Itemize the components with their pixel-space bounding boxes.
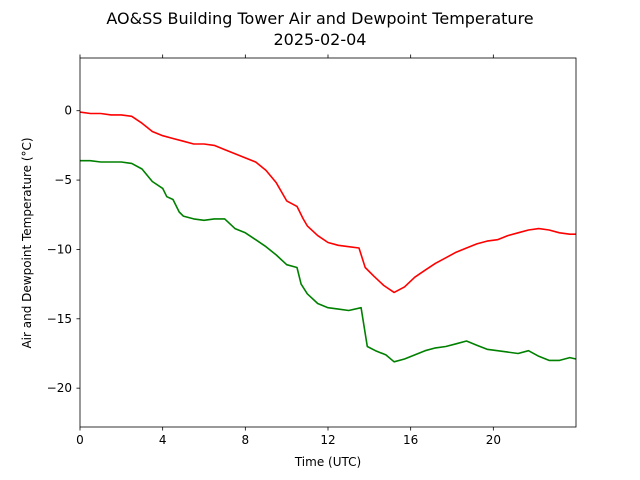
axes: 0 4 8 12 16 20 0 −5 −10 −15 −20: [47, 54, 501, 447]
y-tick-label: −5: [54, 173, 72, 187]
series-line-1: [79, 111, 576, 294]
x-tick-label: 12: [320, 433, 335, 447]
y-tick-label: −20: [47, 381, 72, 395]
x-tick-label: 4: [159, 433, 167, 447]
plot-area: [79, 111, 577, 363]
x-tick-label: 20: [486, 433, 501, 447]
x-axis-label: Time (UTC): [294, 455, 361, 469]
series-line-2: [80, 159, 577, 363]
x-tick-label: 16: [403, 433, 418, 447]
x-tick-label: 0: [76, 433, 84, 447]
chart-title: AO&SS Building Tower Air and Dewpoint Te…: [106, 9, 533, 28]
y-axis-label: Air and Dewpoint Temperature (°C): [20, 137, 34, 348]
chart-subtitle: 2025-02-04: [274, 30, 367, 49]
y-tick-label: 0: [64, 104, 72, 118]
x-tick-label: 8: [242, 433, 250, 447]
y-tick-label: −15: [47, 312, 72, 326]
y-tick-label: −10: [47, 242, 72, 256]
